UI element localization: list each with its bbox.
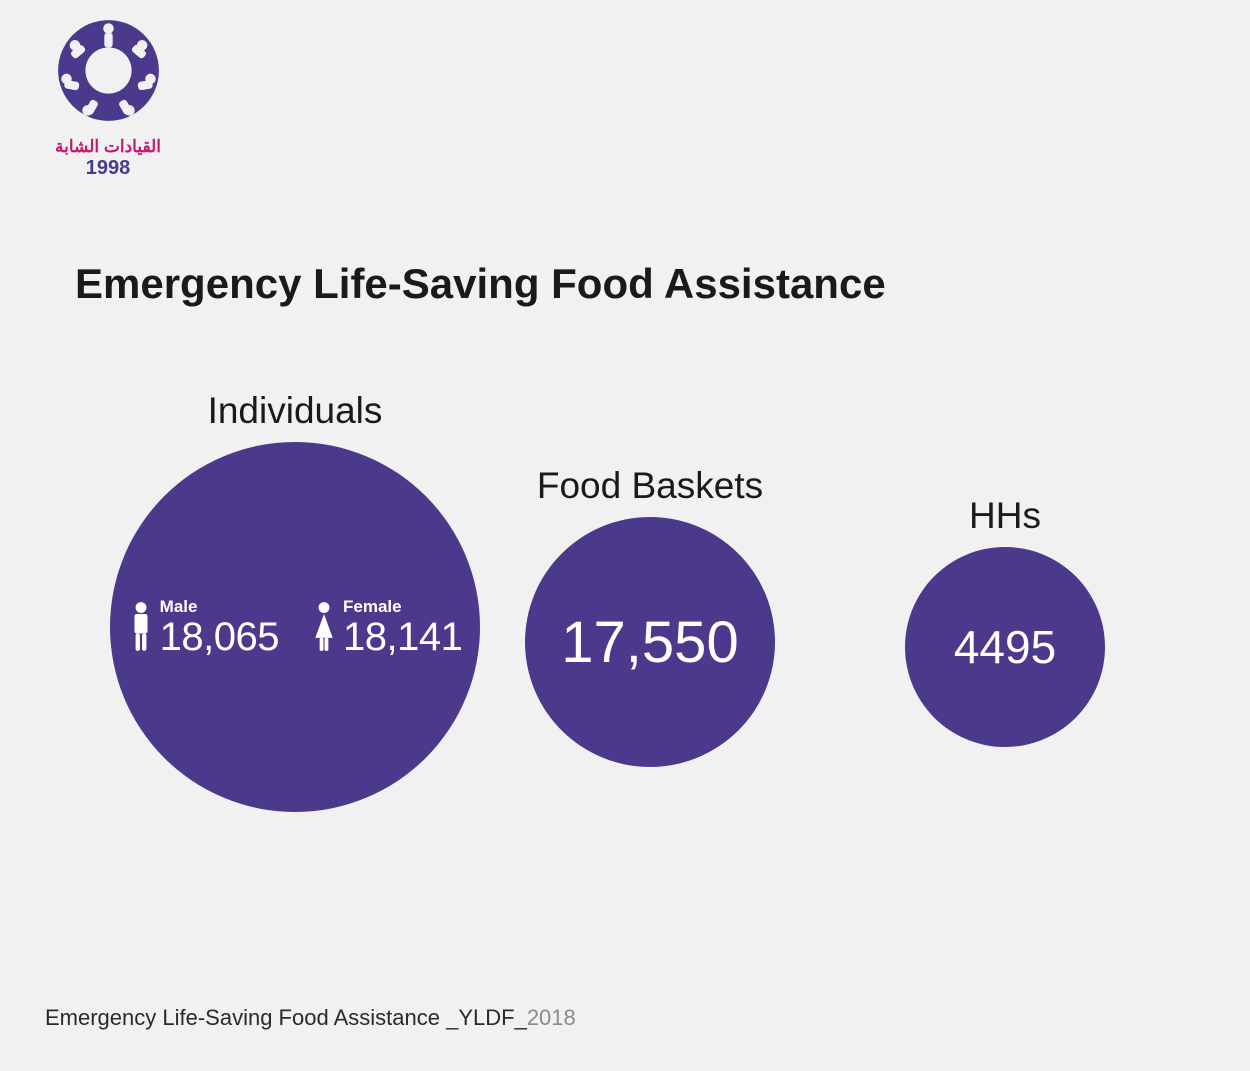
page-title: Emergency Life-Saving Food Assistance	[75, 260, 886, 308]
bubble-circle-food-baskets: 17,550	[525, 517, 775, 767]
logo-icon	[56, 18, 161, 123]
male-label: Male	[160, 598, 279, 615]
bubble-circle-hhs: 4495	[905, 547, 1105, 747]
female-icon	[311, 601, 337, 653]
bubble-label-hhs: HHs	[905, 495, 1105, 537]
logo: القيادات الشابة 1998	[38, 18, 178, 180]
bubble-chart: Individuals Male 18,065	[0, 390, 1250, 860]
individuals-male: Male 18,065	[128, 598, 279, 657]
individuals-female: Female 18,141	[311, 598, 462, 657]
bubble-individuals: Individuals Male 18,065	[110, 390, 480, 812]
male-value: 18,065	[160, 615, 279, 659]
male-icon	[128, 601, 154, 653]
logo-year: 1998	[38, 157, 178, 180]
footer-caption: Emergency Life-Saving Food Assistance _Y…	[45, 1005, 576, 1031]
female-value: 18,141	[343, 615, 462, 659]
bubble-label-individuals: Individuals	[110, 390, 480, 432]
footer-part3: 2018	[527, 1005, 576, 1030]
bubble-food-baskets: Food Baskets 17,550	[525, 465, 775, 767]
female-label: Female	[343, 598, 462, 615]
footer-part1: Emergency Life-Saving Food Assistance	[45, 1005, 446, 1030]
food-baskets-value: 17,550	[561, 609, 738, 676]
footer-part2: _YLDF_	[446, 1005, 527, 1030]
bubble-label-food-baskets: Food Baskets	[525, 465, 775, 507]
logo-arabic-text: القيادات الشابة	[38, 138, 178, 155]
hhs-value: 4495	[954, 620, 1056, 674]
bubble-hhs: HHs 4495	[905, 495, 1105, 747]
bubble-circle-individuals: Male 18,065 Female 18,141	[110, 442, 480, 812]
